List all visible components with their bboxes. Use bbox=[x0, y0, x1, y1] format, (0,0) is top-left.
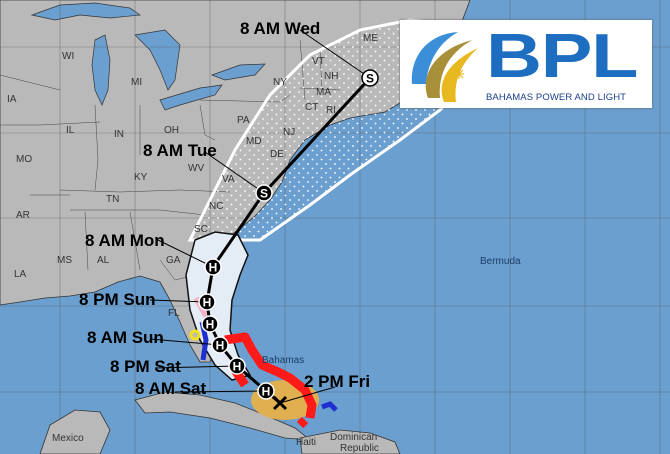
state-label-me: ME bbox=[363, 33, 378, 44]
state-label-ms: MS bbox=[57, 255, 72, 266]
state-label-fl: FL bbox=[168, 308, 180, 319]
leader-line bbox=[204, 151, 265, 194]
hurricane-marker bbox=[198, 293, 216, 311]
leader-line bbox=[174, 390, 267, 393]
state-label-de: DE bbox=[270, 149, 284, 160]
state-label-ar: AR bbox=[16, 210, 30, 221]
state-label-va: VA bbox=[222, 174, 235, 185]
label-8am-mon: 8 AM Mon bbox=[85, 231, 165, 250]
leader-line bbox=[149, 299, 208, 303]
hurricane-marker bbox=[228, 357, 246, 375]
state-label-oh: OH bbox=[164, 125, 179, 136]
lake-okeechobee-watch bbox=[189, 329, 201, 341]
state-label-md: MD bbox=[246, 136, 262, 147]
state-label-nc: NC bbox=[209, 201, 224, 212]
state-label-al: AL bbox=[97, 255, 110, 266]
label-republic: Republic bbox=[340, 443, 379, 454]
label-8am-sun: 8 AM Sun bbox=[87, 328, 164, 347]
hurricane-marker bbox=[211, 336, 229, 354]
yucatan bbox=[39, 409, 111, 454]
state-label-tn: TN bbox=[106, 194, 120, 205]
state-label-ct: CT bbox=[305, 102, 319, 113]
tropical-storm-warning-turks bbox=[321, 401, 338, 412]
label-mexico: Mexico bbox=[52, 433, 84, 444]
state-label-in: IN bbox=[114, 129, 124, 140]
marker-letter: S bbox=[260, 187, 268, 201]
label-bahamas: Bahamas bbox=[262, 355, 305, 366]
leader-line bbox=[157, 239, 214, 268]
leader-line bbox=[299, 29, 371, 79]
state-label-ky: KY bbox=[134, 172, 148, 183]
great-lakes bbox=[30, 2, 266, 111]
logo-subtitle: BAHAMAS POWER AND LIGHT bbox=[486, 92, 627, 103]
leader-line bbox=[279, 386, 336, 404]
state-label-ma: MA bbox=[316, 87, 331, 98]
state-label-la: LA bbox=[14, 269, 27, 280]
storm-marker bbox=[361, 69, 379, 87]
state-label-wi: WI bbox=[62, 51, 75, 62]
leader-line bbox=[154, 365, 238, 369]
hurricane-marker bbox=[204, 258, 222, 276]
state-label-ny: NY bbox=[273, 77, 287, 88]
current-position-x-icon bbox=[272, 395, 288, 411]
marker-letter: H bbox=[233, 360, 242, 374]
state-label-sc: SC bbox=[194, 224, 208, 235]
state-label-il: IL bbox=[66, 125, 75, 136]
state-label-nh: NH bbox=[324, 71, 339, 82]
state-label-ga: GA bbox=[166, 255, 181, 266]
state-label-pa: PA bbox=[237, 115, 250, 126]
sun-swoosh-icon bbox=[411, 32, 478, 102]
hurricane-marker bbox=[201, 315, 219, 333]
label-8pm-sat: 8 PM Sat bbox=[110, 357, 181, 376]
state-label-ia: IA bbox=[7, 94, 17, 105]
state-label-ri: RI bbox=[326, 105, 336, 116]
state-label-mo: MO bbox=[16, 154, 33, 165]
label-dominican: Dominican bbox=[330, 432, 378, 443]
state-label-mi: MI bbox=[131, 77, 143, 88]
label-8am-tue: 8 AM Tue bbox=[143, 141, 217, 160]
marker-letter: H bbox=[206, 318, 215, 332]
label-2pm-fri: 2 PM Fri bbox=[304, 372, 371, 391]
leader-line bbox=[149, 338, 221, 346]
marker-letter: S bbox=[366, 72, 374, 86]
label-8am-wed: 8 AM Wed bbox=[240, 19, 321, 38]
state-label-wv: WV bbox=[188, 163, 205, 174]
marker-letter: H bbox=[262, 385, 271, 399]
label-8am-sat: 8 AM Sat bbox=[135, 379, 207, 398]
marker-letter: H bbox=[216, 339, 225, 353]
label-8pm-sun: 8 PM Sun bbox=[79, 290, 156, 309]
label-haiti: Haiti bbox=[296, 437, 317, 448]
state-label-nj: NJ bbox=[283, 127, 296, 138]
bpl-logo: BPL BAHAMAS POWER AND LIGHT bbox=[400, 20, 652, 108]
label-bermuda: Bermuda bbox=[480, 256, 521, 267]
hispaniola bbox=[299, 429, 401, 454]
logo-wordmark: BPL bbox=[486, 22, 639, 91]
marker-letter: H bbox=[209, 261, 218, 275]
storm-marker bbox=[255, 184, 273, 202]
hurricane-marker bbox=[257, 382, 275, 400]
marker-letter: H bbox=[203, 296, 212, 310]
state-label-vt: VT bbox=[312, 56, 325, 67]
